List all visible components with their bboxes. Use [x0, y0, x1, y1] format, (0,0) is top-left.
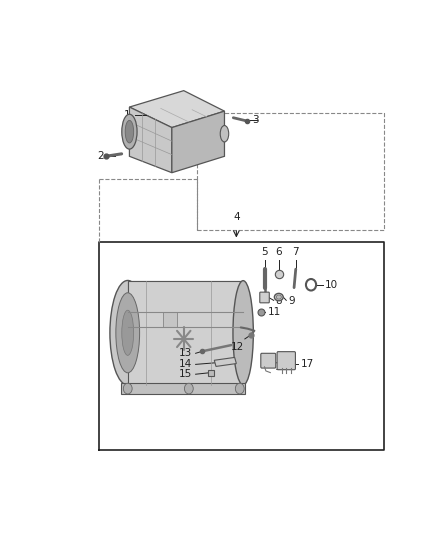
- Ellipse shape: [276, 295, 281, 299]
- Text: 14: 14: [179, 359, 192, 369]
- Ellipse shape: [233, 281, 253, 385]
- Circle shape: [124, 383, 132, 394]
- FancyBboxPatch shape: [260, 292, 269, 303]
- FancyBboxPatch shape: [277, 352, 295, 370]
- Polygon shape: [172, 111, 224, 173]
- Polygon shape: [130, 107, 172, 173]
- Ellipse shape: [220, 126, 229, 142]
- Text: 13: 13: [179, 348, 192, 358]
- Text: 8: 8: [276, 296, 282, 306]
- Bar: [128, 281, 243, 385]
- Text: 10: 10: [325, 280, 339, 290]
- Text: 16: 16: [275, 362, 288, 372]
- Text: 11: 11: [268, 307, 281, 317]
- Circle shape: [184, 383, 193, 394]
- Text: 17: 17: [301, 359, 314, 368]
- Text: 4: 4: [233, 212, 240, 222]
- Ellipse shape: [122, 310, 134, 356]
- Polygon shape: [214, 358, 237, 366]
- Bar: [121, 383, 245, 394]
- Text: 7: 7: [293, 247, 299, 257]
- Text: 5: 5: [261, 247, 268, 257]
- Ellipse shape: [122, 114, 137, 149]
- FancyBboxPatch shape: [261, 353, 276, 368]
- Text: 15: 15: [179, 369, 192, 379]
- Ellipse shape: [110, 280, 145, 385]
- Ellipse shape: [274, 293, 283, 301]
- Ellipse shape: [116, 293, 140, 373]
- Text: 2: 2: [97, 151, 104, 161]
- Polygon shape: [130, 91, 224, 127]
- Text: 9: 9: [288, 296, 295, 306]
- Polygon shape: [163, 312, 177, 327]
- Ellipse shape: [125, 120, 134, 143]
- Circle shape: [235, 383, 244, 394]
- Text: 1: 1: [124, 110, 130, 120]
- Polygon shape: [128, 281, 243, 292]
- Text: 3: 3: [252, 115, 259, 125]
- Text: 12: 12: [231, 342, 244, 352]
- Text: 6: 6: [276, 247, 282, 257]
